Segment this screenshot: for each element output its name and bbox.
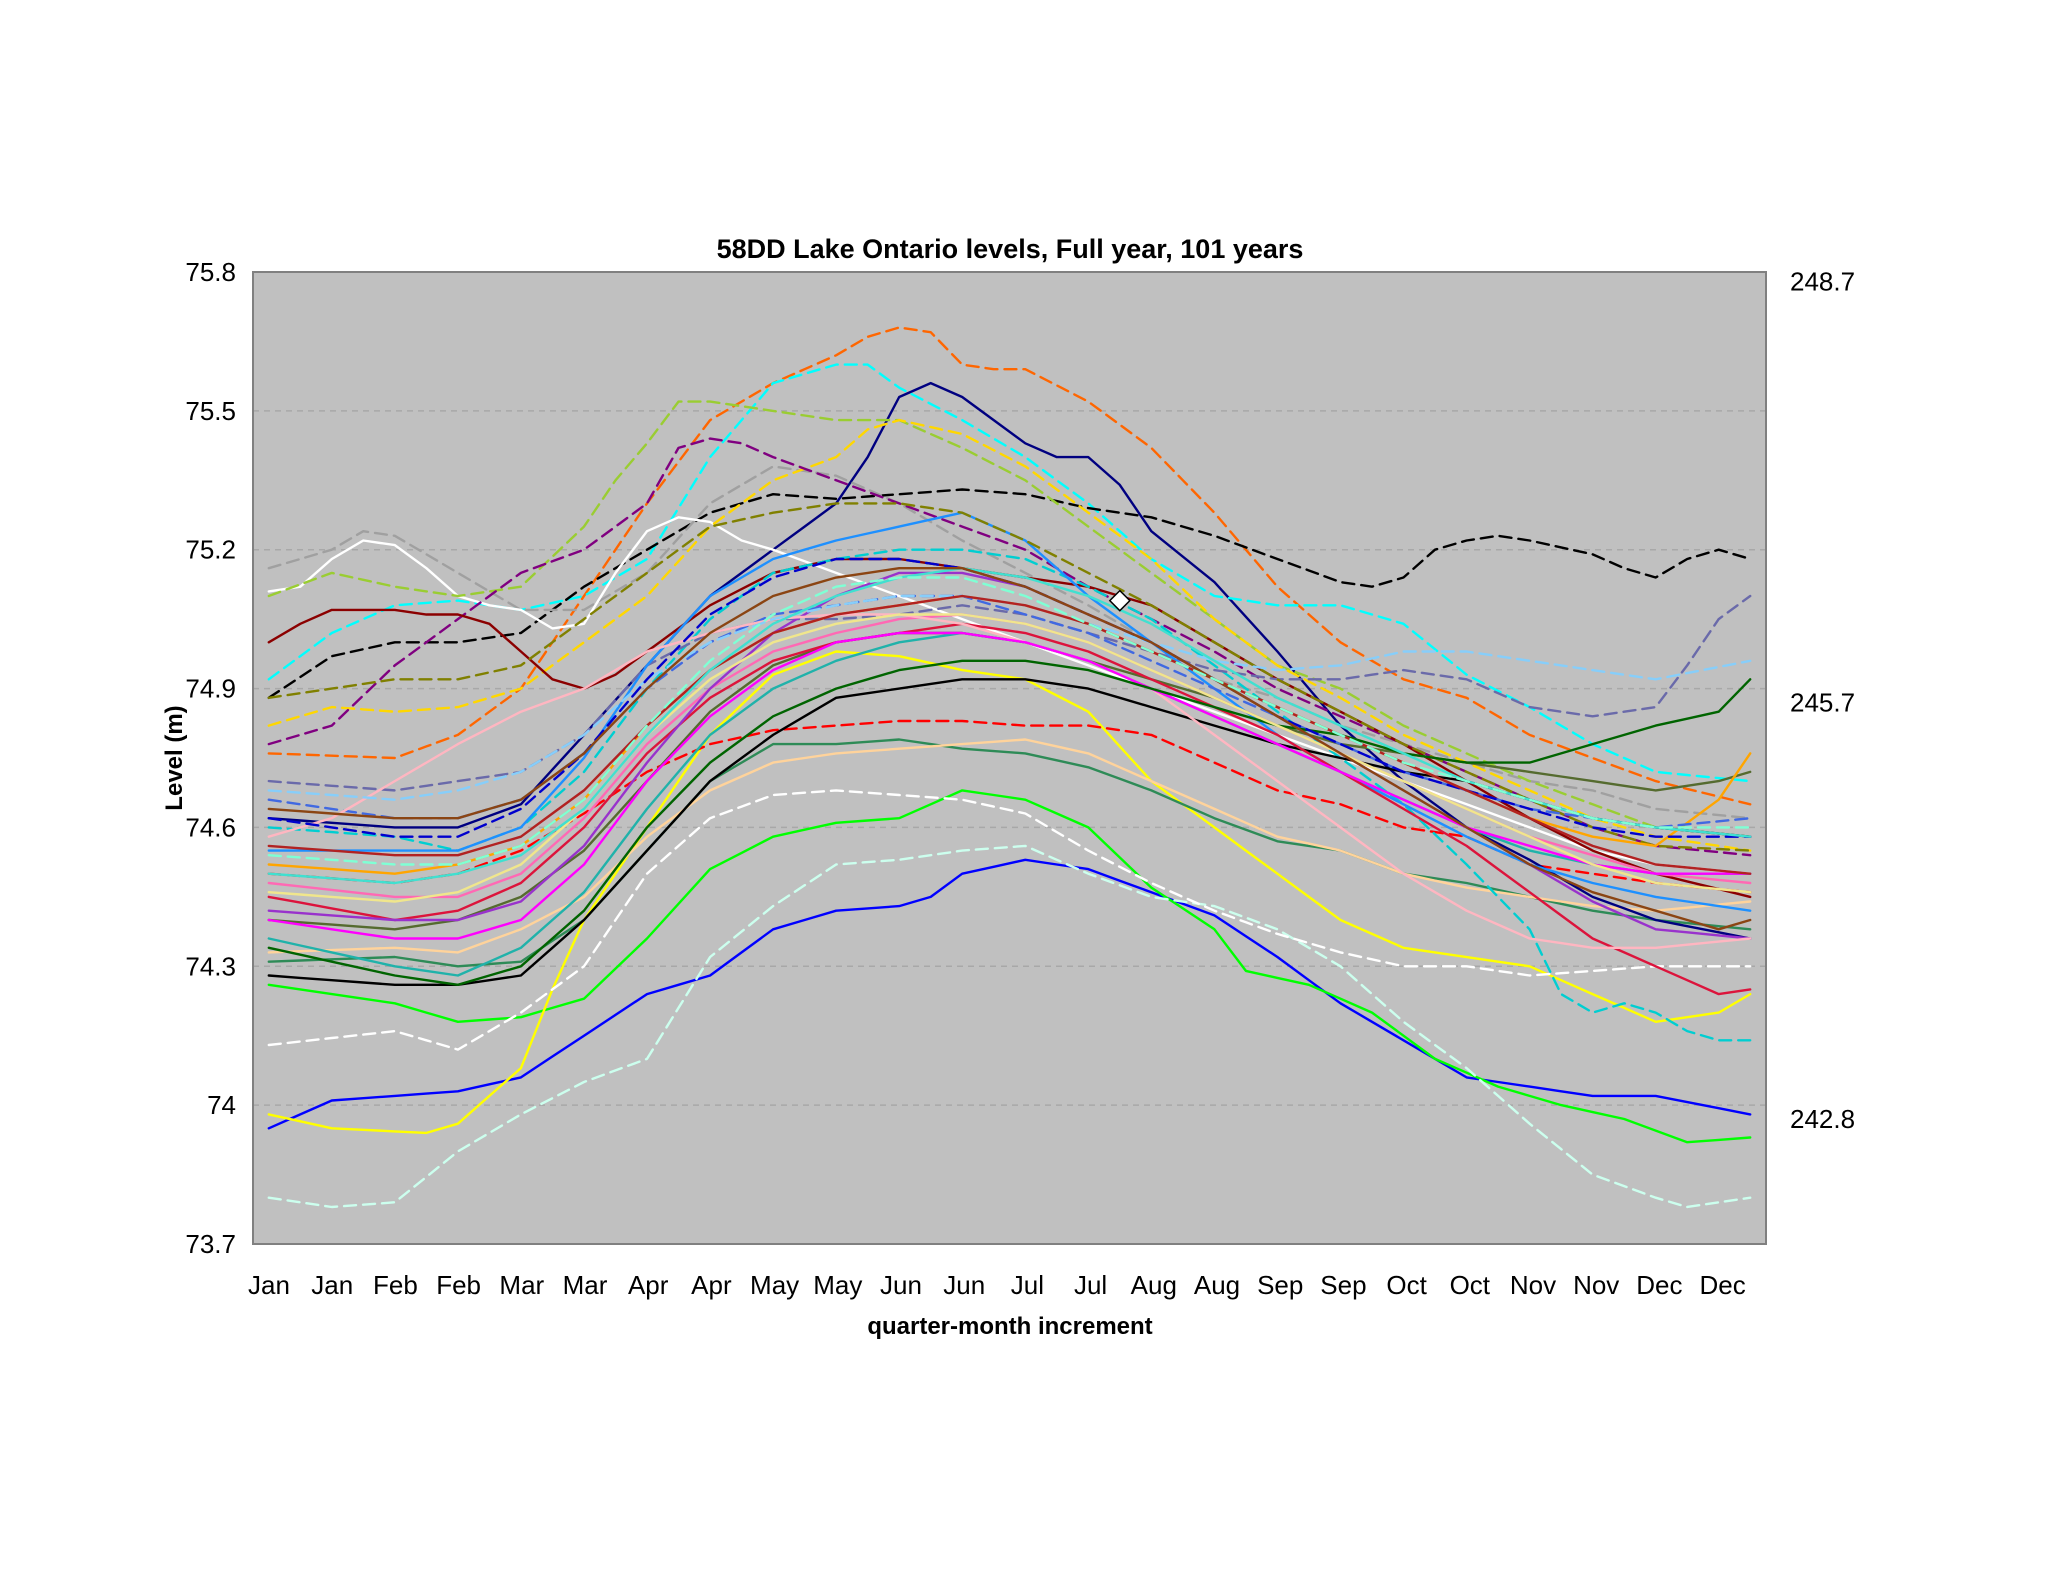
series-line-32 <box>267 594 1752 801</box>
series-line-1 <box>267 789 1752 1144</box>
x-tick-label: Aug <box>1131 1270 1177 1300</box>
series-line-5 <box>267 738 1752 968</box>
y-axis-ticks: 75.8 75.5 75.2 74.9 74.6 74.3 74 73.7 <box>185 257 236 1259</box>
series-line-14 <box>267 400 1752 838</box>
y2-tick-label: 245.7 <box>1790 687 1855 717</box>
series-line-36 <box>267 594 1752 875</box>
x-tick-label: May <box>750 1270 799 1300</box>
series-line-33 <box>267 659 1752 986</box>
y-tick-label: 74.9 <box>185 674 236 704</box>
x-tick-label: Oct <box>1450 1270 1491 1300</box>
x-tick-label: Mar <box>563 1270 608 1300</box>
y-tick-label: 74 <box>207 1090 236 1120</box>
series-line-9 <box>267 326 1752 806</box>
x-tick-label: Dec <box>1699 1270 1745 1300</box>
x-tick-label: Sep <box>1320 1270 1366 1300</box>
x-tick-label: Jun <box>880 1270 922 1300</box>
series-line-30 <box>267 613 1752 949</box>
series-line-20 <box>267 511 1752 912</box>
series-line-2 <box>267 650 1752 1135</box>
x-tick-label: Jan <box>248 1270 290 1300</box>
series-line-38 <box>267 567 1752 931</box>
x-tick-label: Jan <box>311 1270 353 1300</box>
y-tick-label: 75.8 <box>185 257 236 287</box>
x-tick-label: Dec <box>1636 1270 1682 1300</box>
diamond-marker <box>1108 589 1131 612</box>
x-axis-title: quarter-month increment <box>867 1313 1152 1340</box>
x-tick-label: Jun <box>943 1270 985 1300</box>
series-line-35 <box>267 613 1752 903</box>
y-tick-label: 73.7 <box>185 1229 236 1259</box>
x-tick-label: Jul <box>1074 1270 1107 1300</box>
series-line-0 <box>267 858 1752 1130</box>
y2-tick-label: 242.8 <box>1790 1104 1855 1134</box>
y-tick-label: 74.6 <box>185 812 236 842</box>
x-tick-label: Feb <box>436 1270 481 1300</box>
x-tick-label: Aug <box>1194 1270 1240 1300</box>
y-axis-title: Level (m) <box>161 705 188 810</box>
series-line-11 <box>267 488 1752 699</box>
plot-frame <box>252 271 1767 1245</box>
y-tick-label: 75.5 <box>185 396 236 426</box>
x-tick-label: Mar <box>499 1270 544 1300</box>
series-line-12 <box>267 465 1752 820</box>
series-line-31 <box>267 631 1752 940</box>
x-tick-label: Feb <box>373 1270 418 1300</box>
series-line-8 <box>267 381 1752 940</box>
y-tick-label: 74.3 <box>185 951 236 981</box>
x-tick-label: Nov <box>1510 1270 1556 1300</box>
series-lines <box>267 326 1752 1209</box>
marker-layer <box>1108 589 1131 612</box>
x-axis-ticks: Jan Jan Feb Feb Mar Mar Apr Apr May May Jun Jun Jul J… <box>248 1270 1746 1300</box>
y-tick-label: 75.2 <box>185 535 236 565</box>
secondary-y-axis-ticks: 248.7 245.7 242.8 <box>1790 266 1855 1134</box>
series-line-6 <box>267 738 1752 954</box>
x-tick-label: Nov <box>1573 1270 1619 1300</box>
series-line-39 <box>267 576 1752 866</box>
series-line-3 <box>267 844 1752 1209</box>
series-line-26 <box>267 622 1752 996</box>
x-tick-label: May <box>813 1270 862 1300</box>
x-tick-label: Oct <box>1386 1270 1427 1300</box>
x-tick-label: Sep <box>1257 1270 1303 1300</box>
x-tick-label: Jul <box>1011 1270 1044 1300</box>
x-tick-label: Apr <box>628 1270 669 1300</box>
series-line-4 <box>267 789 1752 1051</box>
series-line-15 <box>267 418 1752 852</box>
chart-title: 58DD Lake Ontario levels, Full year, 101… <box>717 234 1304 264</box>
x-tick-label: Apr <box>691 1270 732 1300</box>
y2-tick-label: 248.7 <box>1790 266 1855 296</box>
series-line-22 <box>267 502 1752 852</box>
